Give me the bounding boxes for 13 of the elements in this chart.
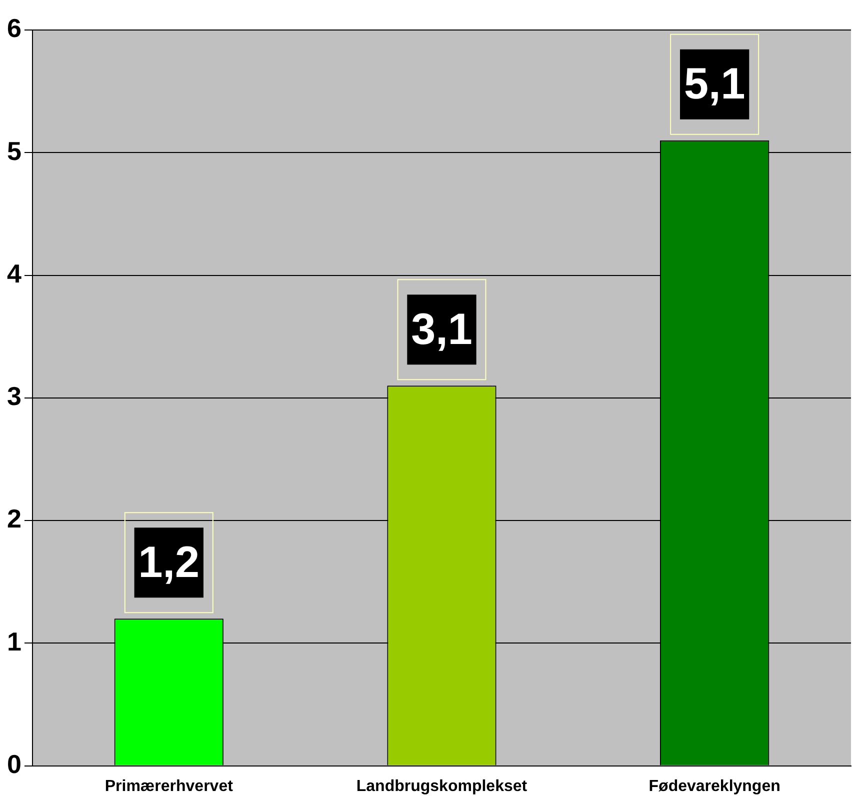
y-tick-label: 2 bbox=[6, 504, 22, 534]
data-label: 5,1 bbox=[684, 60, 746, 109]
y-tick-label: 6 bbox=[6, 13, 22, 44]
y-tick-label: 5 bbox=[6, 136, 22, 166]
y-tick-label: 4 bbox=[6, 258, 22, 288]
y-tick-label: 0 bbox=[6, 748, 22, 779]
x-tick-label: Fødevareklyngen bbox=[648, 778, 780, 795]
y-tick-label: 3 bbox=[6, 381, 22, 412]
data-label: 1,2 bbox=[138, 538, 200, 587]
y-tick-label: 1 bbox=[6, 626, 22, 656]
data-label: 3,1 bbox=[411, 304, 472, 354]
x-tick-label: Landbrugskomplekset bbox=[356, 778, 528, 795]
x-tick-label: Primærerhvervet bbox=[104, 778, 234, 795]
